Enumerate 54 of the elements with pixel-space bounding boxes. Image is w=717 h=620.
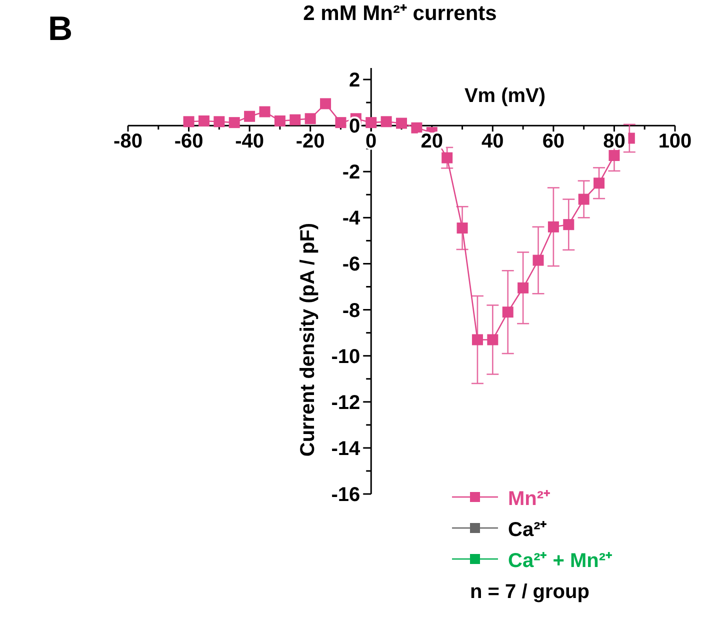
x-axis-title: Vm (mV)	[464, 85, 546, 107]
y-tick-label: -4	[342, 208, 361, 230]
chart-title: 2 mM Mn²⁺ currents	[303, 2, 497, 25]
y-tick-label: -12	[331, 392, 360, 414]
point	[502, 306, 514, 318]
y-tick-label: 2	[348, 70, 360, 92]
point	[411, 122, 422, 134]
legend-label: Mn²⁺	[508, 488, 551, 510]
y-tick-label: -6	[342, 254, 360, 276]
x-tick-label: -60	[174, 130, 204, 153]
point	[456, 222, 468, 234]
x-tick-label: 20	[420, 130, 444, 153]
y-axis-title: Current density (pA / pF)	[297, 222, 319, 457]
point	[214, 116, 225, 128]
point	[396, 118, 407, 129]
point	[472, 334, 483, 346]
x-tick-label: -20	[296, 130, 325, 153]
point	[198, 115, 210, 126]
point	[304, 113, 316, 124]
point	[228, 117, 240, 128]
point	[259, 106, 270, 118]
x-tick-label: -80	[114, 130, 142, 153]
point	[290, 114, 301, 126]
point	[320, 98, 332, 110]
legend-label: Ca²⁺ + Mn²⁺	[508, 550, 613, 572]
point	[548, 221, 559, 232]
x-tick-label: 80	[603, 130, 626, 153]
text: B	[48, 10, 73, 48]
point	[532, 254, 544, 266]
point	[274, 115, 286, 126]
point	[563, 219, 574, 230]
point	[518, 282, 529, 294]
y-tick-label: -16	[331, 484, 360, 506]
point	[335, 117, 346, 128]
y-tick-label: -2	[342, 162, 360, 184]
point	[366, 117, 377, 128]
y-tick-label: -10	[331, 346, 360, 368]
x-tick-label: 0	[366, 130, 377, 153]
point	[380, 116, 392, 128]
x-tick-label: 40	[482, 130, 504, 153]
point	[487, 334, 498, 346]
point	[244, 110, 256, 122]
x-tick-label: 100	[658, 130, 692, 153]
text: n = 7 / group	[470, 581, 590, 603]
point	[183, 116, 194, 128]
point	[442, 152, 453, 164]
y-tick-label: -8	[342, 300, 360, 322]
x-tick-label: -40	[235, 130, 264, 153]
y-tick-label: -14	[331, 438, 361, 460]
point	[594, 178, 605, 189]
point	[578, 194, 590, 205]
legend-label: Ca²⁺	[508, 519, 548, 541]
x-tick-label: 60	[542, 130, 565, 153]
point	[608, 150, 620, 162]
